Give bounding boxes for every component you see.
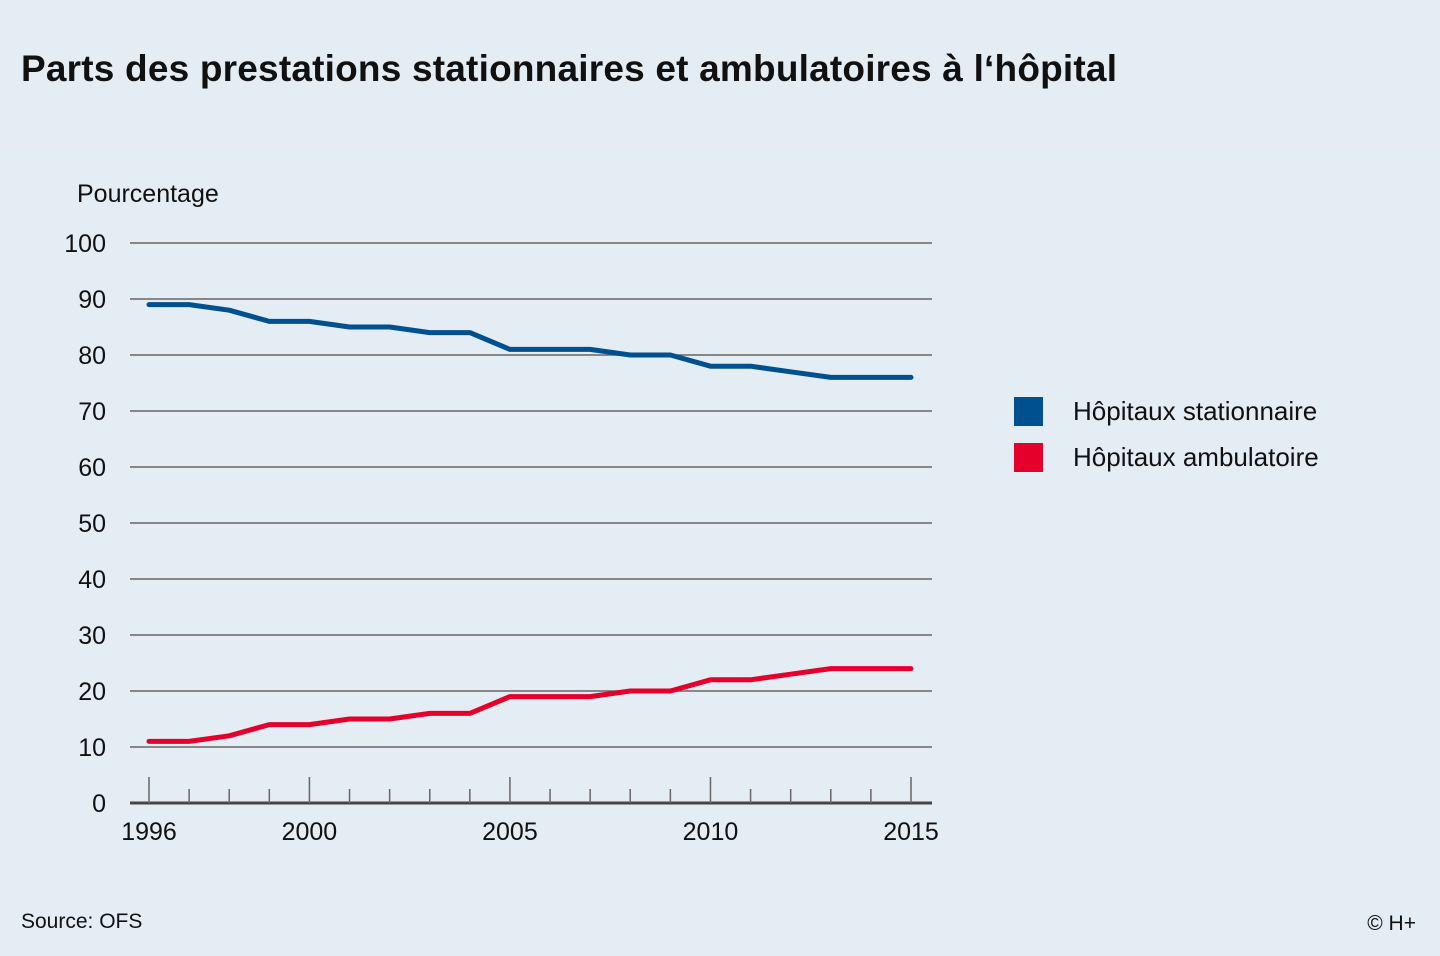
source-note: Source: OFS (21, 910, 143, 933)
y-tick-label: 20 (78, 678, 106, 706)
chart-title: Parts des prestations stationnaires et a… (21, 48, 1118, 89)
x-tick-label: 1996 (121, 818, 177, 846)
x-tick-label: 2015 (883, 818, 939, 846)
y-tick-label: 60 (78, 454, 106, 482)
y-tick-label: 70 (78, 398, 106, 426)
copyright: © H+ (1367, 912, 1416, 935)
legend: Hôpitaux stationnaire Hôpitaux ambulatoi… (1014, 388, 1319, 480)
x-tick-label: 2005 (482, 818, 538, 846)
y-tick-label: 10 (78, 734, 106, 762)
y-tick-label: 100 (64, 230, 106, 258)
series-line-1 (146, 666, 914, 744)
y-tick-label: 90 (78, 286, 106, 314)
legend-swatch (1014, 442, 1043, 472)
y-tick-label: 0 (92, 790, 106, 818)
series-line-0 (146, 302, 914, 380)
y-tick-label: 40 (78, 566, 106, 594)
x-tick-label: 2010 (683, 818, 739, 846)
legend-item-stationnaire: Hôpitaux stationnaire (1014, 388, 1319, 434)
y-tick-label: 80 (78, 342, 106, 370)
legend-label: Hôpitaux stationnaire (1073, 395, 1318, 426)
y-tick-label: 50 (78, 510, 106, 538)
y-axis-label: Pourcentage (77, 180, 219, 208)
legend-swatch (1014, 396, 1043, 426)
title-divider (0, 143, 1440, 146)
x-tick-label: 2000 (282, 818, 338, 846)
y-tick-label: 30 (78, 622, 106, 650)
legend-label: Hôpitaux ambulatoire (1073, 441, 1319, 472)
legend-item-ambulatoire: Hôpitaux ambulatoire (1014, 434, 1319, 480)
